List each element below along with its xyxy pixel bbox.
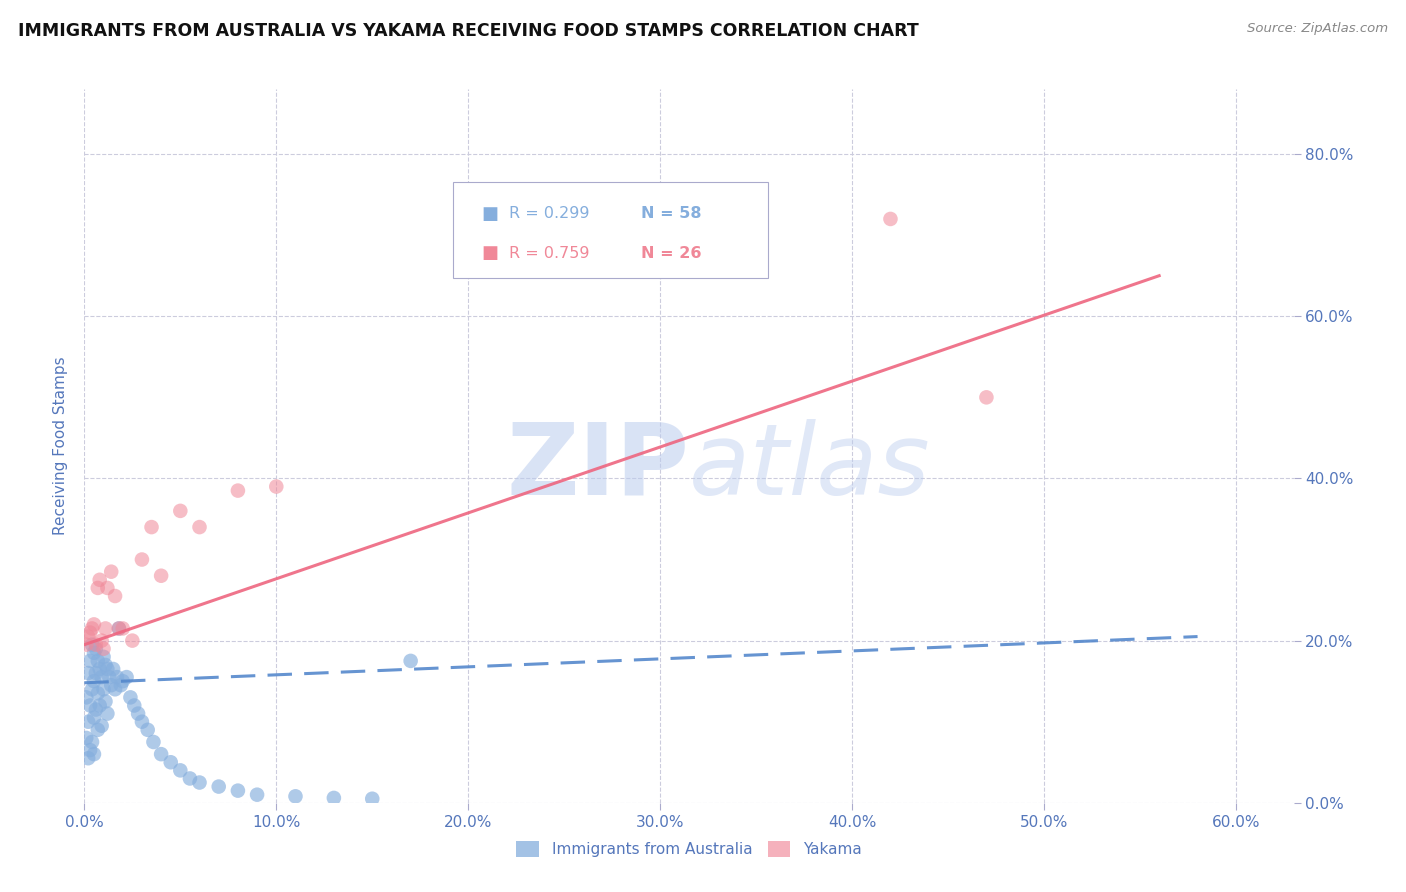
Point	[246, 788, 269, 802]
Point	[87, 686, 110, 700]
Point	[87, 654, 110, 668]
Point	[90, 670, 112, 684]
Point	[90, 633, 112, 648]
Point	[322, 791, 344, 805]
Point	[80, 682, 103, 697]
Point	[98, 670, 121, 684]
Point	[96, 706, 118, 721]
Point	[96, 581, 118, 595]
Point	[111, 622, 134, 636]
Point	[104, 589, 127, 603]
Point	[84, 641, 107, 656]
Point	[122, 698, 145, 713]
Y-axis label: Receiving Food Stamps: Receiving Food Stamps	[53, 357, 69, 535]
Point	[79, 625, 101, 640]
Text: R = 0.759: R = 0.759	[509, 245, 589, 260]
Point	[75, 690, 97, 705]
Point	[79, 698, 101, 713]
Point	[136, 723, 159, 737]
Text: ■: ■	[481, 244, 498, 262]
Point	[208, 780, 231, 794]
Text: atlas: atlas	[689, 419, 931, 516]
Point	[94, 657, 117, 672]
Point	[142, 735, 165, 749]
Point	[169, 504, 191, 518]
Point	[80, 735, 103, 749]
Point	[976, 390, 998, 404]
Point	[111, 674, 134, 689]
Point	[87, 723, 110, 737]
Point	[115, 670, 138, 684]
Point	[141, 520, 163, 534]
Point	[93, 649, 115, 664]
Point	[77, 666, 100, 681]
Point	[131, 552, 153, 566]
Text: ■: ■	[481, 205, 498, 223]
Point	[77, 630, 100, 644]
Point	[89, 698, 111, 713]
Point	[100, 565, 122, 579]
Text: IMMIGRANTS FROM AUSTRALIA VS YAKAMA RECEIVING FOOD STAMPS CORRELATION CHART: IMMIGRANTS FROM AUSTRALIA VS YAKAMA RECE…	[18, 22, 920, 40]
Point	[105, 670, 128, 684]
Point	[127, 706, 149, 721]
Point	[399, 654, 422, 668]
Point	[96, 662, 118, 676]
Point	[89, 662, 111, 676]
Point	[188, 520, 211, 534]
Point	[879, 211, 901, 226]
Point	[94, 694, 117, 708]
Point	[84, 702, 107, 716]
Point	[169, 764, 191, 778]
Point	[84, 666, 107, 681]
Text: ZIP: ZIP	[506, 419, 689, 516]
Point	[79, 654, 101, 668]
Text: R = 0.299: R = 0.299	[509, 206, 589, 221]
Point	[83, 646, 105, 660]
Point	[80, 622, 103, 636]
Point	[188, 775, 211, 789]
Point	[77, 751, 100, 765]
Text: N = 26: N = 26	[641, 245, 702, 260]
Point	[150, 747, 173, 761]
Point	[121, 633, 143, 648]
Point	[266, 479, 288, 493]
Point	[101, 662, 124, 676]
Point	[83, 674, 105, 689]
Point	[108, 622, 131, 636]
Point	[226, 483, 249, 498]
Point	[75, 638, 97, 652]
Point	[93, 682, 115, 697]
Point	[159, 756, 181, 770]
Point	[226, 783, 249, 797]
Point	[83, 617, 105, 632]
Point	[179, 772, 201, 786]
Point	[83, 711, 105, 725]
Point	[83, 747, 105, 761]
Point	[79, 743, 101, 757]
Point	[104, 682, 127, 697]
Point	[87, 581, 110, 595]
Point	[131, 714, 153, 729]
FancyBboxPatch shape	[453, 182, 768, 278]
Text: Source: ZipAtlas.com: Source: ZipAtlas.com	[1247, 22, 1388, 36]
Point	[77, 714, 100, 729]
Point	[108, 622, 131, 636]
Point	[94, 622, 117, 636]
Point	[93, 641, 115, 656]
Point	[75, 731, 97, 745]
Point	[110, 678, 132, 692]
Text: N = 58: N = 58	[641, 206, 702, 221]
Legend: Immigrants from Australia, Yakama: Immigrants from Australia, Yakama	[510, 835, 868, 863]
Point	[361, 791, 384, 805]
Point	[120, 690, 142, 705]
Point	[89, 573, 111, 587]
Point	[284, 789, 307, 804]
Point	[84, 638, 107, 652]
Point	[80, 638, 103, 652]
Point	[90, 719, 112, 733]
Point	[100, 678, 122, 692]
Point	[150, 568, 173, 582]
